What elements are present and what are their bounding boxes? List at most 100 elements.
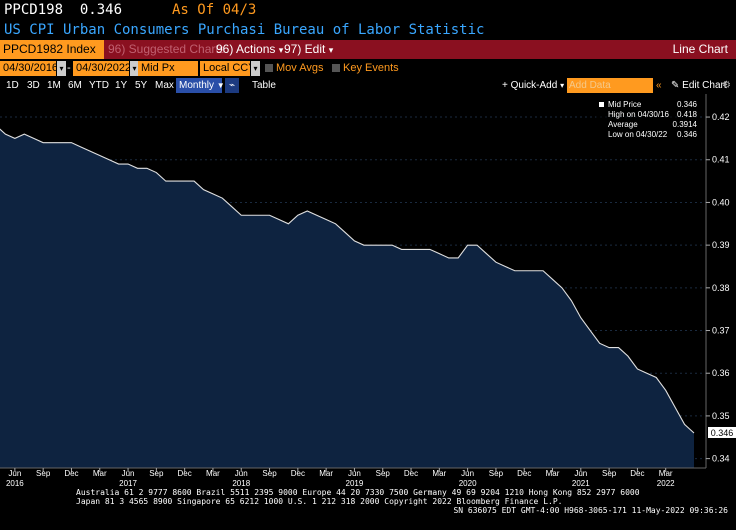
start-date-calendar-icon[interactable]: ▾ [57, 61, 66, 76]
range-ytd[interactable]: YTD [89, 80, 109, 91]
x-tick-label-21: Sep [602, 469, 617, 478]
y-tick-label-3: 0.37 [712, 326, 730, 336]
edit-chart-button[interactable]: ✎ Edit Chart [671, 80, 727, 91]
x-tick-label-7: Mar [206, 469, 220, 478]
range-bar: 1D 3D 1M 6M YTD 1Y 5Y Max Monthly ▼ ⌁ Ta… [0, 77, 736, 94]
legend-series-value: 0.346 [677, 100, 698, 109]
x-year-label-2: 2018 [232, 479, 250, 486]
currency-dropdown-icon[interactable]: ▾ [251, 61, 260, 76]
y-tick-label-7: 0.41 [712, 155, 730, 165]
legend-low-label: Low on 04/30/22 [608, 130, 668, 139]
x-tick-label-3: Mar [93, 469, 107, 478]
x-tick-label-5: Sep [149, 469, 164, 478]
footer-contacts-line2: Japan 81 3 4565 8900 Singapore 65 6212 1… [76, 497, 563, 506]
range-5y[interactable]: 5Y [135, 80, 148, 91]
quick-add-label: + Quick-Add [502, 80, 558, 91]
period-select[interactable]: Monthly ▼ [176, 78, 225, 93]
security-description: US CPI Urban Consumers Purchasi Bureau o… [4, 22, 485, 38]
x-tick-label-0: Jun [8, 469, 21, 478]
edit-label: 97) Edit [284, 42, 326, 56]
legend-high-value: 0.418 [677, 110, 698, 119]
quick-add-button[interactable]: + Quick-Add ▾ [502, 78, 564, 93]
y-tick-label-2: 0.36 [712, 368, 730, 378]
y-tick-label-6: 0.40 [712, 197, 730, 207]
x-year-label-6: 2022 [657, 479, 675, 486]
suggested-charts-button[interactable]: 96) Suggested Charts [108, 42, 225, 56]
edit-dropdown-icon: ▾ [328, 45, 334, 55]
x-tick-label-22: Dec [630, 469, 644, 478]
x-tick-label-23: Mar [659, 469, 673, 478]
legend-high-label: High on 04/30/16 [608, 110, 669, 119]
x-tick-label-18: Dec [517, 469, 531, 478]
y-tick-label-1: 0.35 [712, 411, 730, 421]
x-tick-label-19: Mar [546, 469, 560, 478]
y-tick-label-4: 0.38 [712, 283, 730, 293]
field-select[interactable]: Mid Px [138, 61, 198, 76]
actions-label: 96) Actions [216, 42, 276, 56]
legend-avg-label: Average [608, 120, 638, 129]
x-tick-label-13: Sep [376, 469, 391, 478]
y-axis: 0.34 0.35 0.36 0.37 0.38 0.39 0.40 0.41 0.42 [706, 112, 730, 464]
range-1d[interactable]: 1D [6, 80, 19, 91]
last-value-marker: 0.346 [708, 426, 736, 438]
end-date-calendar-icon[interactable]: ▾ [130, 61, 139, 76]
index-label[interactable]: PPCD1982 Index [0, 40, 104, 59]
x-tick-label-15: Mar [432, 469, 446, 478]
key-events-label[interactable]: Key Events [343, 62, 399, 74]
actions-dropdown-icon: ▾ [278, 45, 284, 55]
legend-low-value: 0.346 [677, 130, 698, 139]
settings-icon[interactable]: ⚙ [722, 80, 731, 91]
range-1m[interactable]: 1M [47, 80, 61, 91]
start-date-input[interactable]: 04/30/2016 [0, 61, 58, 76]
x-tick-label-12: Jun [348, 469, 361, 478]
x-tick-label-1: Sep [36, 469, 51, 478]
footer: Australia 61 2 9777 8600 Brazil 5511 239… [0, 486, 736, 530]
range-max[interactable]: Max [155, 80, 174, 91]
last-value: 0.346 [79, 2, 123, 18]
legend-avg-value: 0.3914 [673, 120, 698, 129]
key-events-checkbox[interactable] [332, 64, 340, 72]
legend: Mid Price 0.346 High on 04/30/16 0.418 A… [596, 100, 700, 142]
currency-select[interactable]: Local CCY [200, 61, 256, 76]
line-chart[interactable]: 0.34 0.35 0.36 0.37 0.38 0.39 0.40 0.41 0.42 Jun… [0, 94, 736, 486]
x-axis: Jun Sep Dec Mar Jun Sep Dec Mar Jun Sep Dec Mar Jun S… [6, 468, 675, 486]
x-tick-label-8: Jun [235, 469, 248, 478]
x-year-label-4: 2020 [459, 479, 477, 486]
x-tick-label-10: Dec [291, 469, 305, 478]
ticker-and-value: PPCD198 0.346 [4, 0, 122, 20]
x-tick-label-6: Dec [178, 469, 192, 478]
legend-series-name: Mid Price [608, 100, 642, 109]
table-button[interactable]: Table [252, 80, 276, 91]
x-year-label-0: 2016 [6, 479, 24, 486]
x-tick-label-11: Mar [319, 469, 333, 478]
chart-style-icon[interactable]: ⌁ [225, 78, 239, 93]
collapse-icon[interactable]: « [656, 80, 662, 91]
period-dropdown-icon: ▼ [216, 81, 225, 90]
range-3d[interactable]: 3D [27, 80, 40, 91]
x-year-label-1: 2017 [119, 479, 137, 486]
y-tick-label-8: 0.42 [712, 112, 730, 122]
x-tick-label-4: Jun [122, 469, 135, 478]
last-value-label: 0.346 [711, 428, 734, 438]
x-tick-label-14: Dec [404, 469, 418, 478]
security-header: PPCD198 0.346 As Of 04/3 [0, 0, 736, 20]
range-6m[interactable]: 6M [68, 80, 82, 91]
y-tick-label-5: 0.39 [712, 240, 730, 250]
y-tick-label-0: 0.34 [712, 454, 730, 464]
mov-avgs-checkbox[interactable] [265, 64, 273, 72]
as-of-label: As Of [172, 2, 215, 18]
footer-session-info: SN 636075 EDT GMT-4:00 H968-3065-171 11-… [453, 506, 728, 515]
x-year-label-5: 2021 [572, 479, 590, 486]
edit-menu[interactable]: 97) Edit ▾ [284, 40, 333, 59]
chart-type-label: Line Chart [672, 42, 728, 56]
range-1y[interactable]: 1Y [115, 80, 128, 91]
as-of: As Of 04/3 [172, 0, 256, 20]
x-tick-label-2: Dec [64, 469, 78, 478]
period-label: Monthly [179, 80, 215, 91]
add-data-input[interactable]: Add Data [567, 78, 653, 93]
actions-menu[interactable]: 96) Actions ▾ [216, 40, 283, 59]
end-date-input[interactable]: 04/30/2022 [73, 61, 131, 76]
mov-avgs-label[interactable]: Mov Avgs [276, 62, 324, 74]
x-tick-label-16: Jun [461, 469, 474, 478]
quick-add-dropdown-icon: ▾ [560, 81, 565, 90]
